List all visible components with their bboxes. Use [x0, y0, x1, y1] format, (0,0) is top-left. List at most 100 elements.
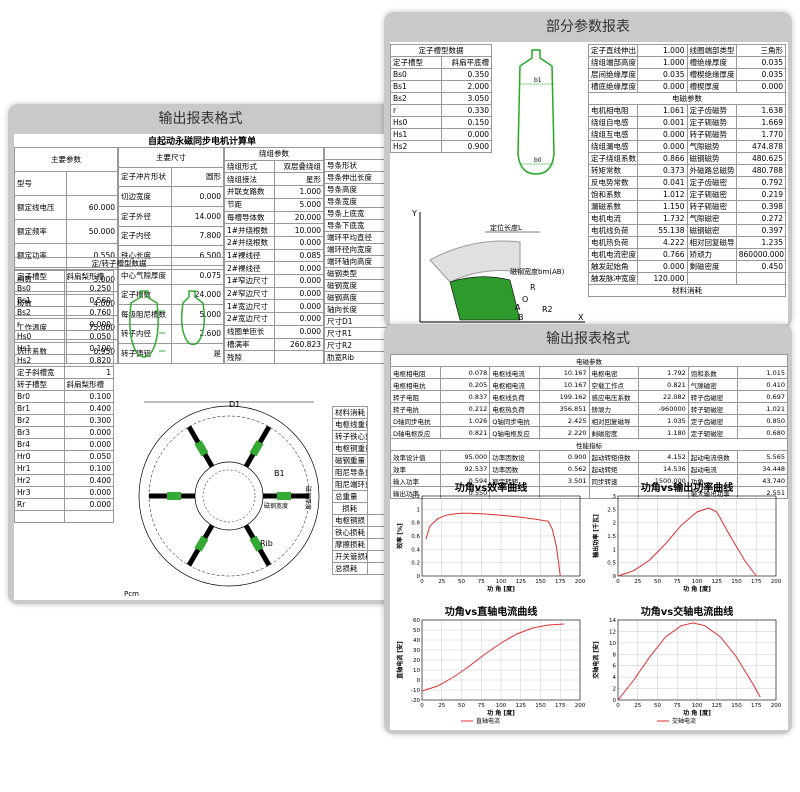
table-row: 绕组漏电感 0.000 气隙磁势 474.878	[587, 140, 787, 153]
blank-cell	[14, 510, 65, 523]
table-row: Hr3 0.000	[14, 486, 114, 499]
table-cell: 0.219	[735, 188, 787, 201]
table-cell: 2.220	[538, 426, 590, 439]
table-cell: Bs2	[390, 92, 442, 105]
table-cell: 效率设计值	[390, 450, 441, 463]
table-row: 2#裸线径 0.000	[224, 261, 324, 276]
table-row: Hr0 0.050	[14, 450, 114, 463]
table-cell: 槽底绝缘厚度	[587, 80, 639, 93]
table-row: Bs2 0.760	[14, 306, 114, 319]
table-cell: 0.250	[63, 282, 114, 295]
table-cell: 磁钢重量	[332, 454, 368, 467]
table-row: 摩擦损耗	[332, 538, 390, 551]
table-cell: 0.330	[440, 104, 492, 117]
table-cell: 1.061	[637, 104, 688, 117]
section-title: 主要参数	[14, 147, 118, 172]
chart-title: 功角vs输出功率曲线	[641, 481, 733, 494]
stator-arc	[429, 240, 521, 283]
table-cell: r	[14, 318, 65, 331]
table-cell: 0.035	[735, 68, 787, 81]
table-cell: 功率因数设	[489, 450, 540, 463]
r2-label: R2	[542, 305, 553, 314]
table-cell: 残隙	[224, 350, 275, 364]
table-row: 槽满率 260.823	[224, 337, 324, 352]
y-axis-label: 交轴电流 [安]	[592, 641, 600, 679]
x-tick-label: 75	[478, 703, 485, 709]
series-line	[425, 512, 561, 577]
y-tick-label: 30	[413, 648, 420, 654]
blank-cell	[63, 510, 114, 523]
table-row: 额定线电压 60.000	[14, 195, 118, 220]
table-row: 定子直线伸出 1.000 线圈端部类型 三角形	[587, 44, 787, 57]
table-cell: 0.000	[63, 426, 114, 439]
table-cell: 转子轭磁密	[687, 402, 739, 415]
table-row: 转矩常数 0.373 外磁路总磁势 480.788	[587, 164, 787, 177]
table-cell: 电机相电阻	[587, 104, 639, 117]
x-tick-label: 0	[616, 703, 620, 709]
table-row: 触发脉冲宽度 120.000	[587, 272, 787, 285]
x-tick-label: 50	[458, 703, 465, 709]
table-cell: 0.212	[439, 402, 491, 415]
materials-title: 材料消耗	[588, 284, 786, 297]
table-cell: 槽绝缘厚度	[686, 56, 737, 69]
table-cell: 0.050	[63, 450, 114, 463]
table-cell: 节距	[224, 197, 275, 212]
table-cell: 尺寸D1	[324, 315, 390, 328]
x-tick-label: 100	[692, 703, 703, 709]
section-title: 绕组参数	[224, 147, 324, 161]
panel-output-report-a: 输出报表格式 自起动永磁同步电机计算单 主要参数 型号 额定线电压 60.000 额定…	[8, 104, 393, 604]
table-cell: 端环径向宽度	[324, 243, 390, 256]
x-tick-label: 25	[438, 703, 445, 709]
table-cell: 0.050	[63, 330, 114, 343]
table-row: 电机线负荷 55.138 磁钢磁密 0.397	[587, 224, 787, 237]
table-cell: Br0	[14, 390, 65, 403]
table-cell: 磁钢磁势	[686, 152, 737, 165]
table-cell: 10.167	[538, 366, 590, 379]
chart-0: 功角vs效率曲线 0 0.2 0.4 0.6 0.8 1 1.2 0 25 50 75 100 125 15…	[396, 481, 586, 593]
table-row: 磁钢重量	[332, 454, 391, 467]
table-cell: 1.026	[439, 414, 491, 427]
sheet-a: 自起动永磁同步电机计算单 主要参数 型号 额定线电压 60.000 额定频率 50.00…	[14, 134, 390, 600]
plot-frame	[617, 619, 777, 701]
table-row: 触发起始角 0.000 剩磁密度 0.450	[587, 260, 787, 273]
table-row: Hr1 0.100	[14, 462, 114, 475]
table-row: 定子槽型 斜扇平底槽	[390, 56, 492, 69]
table-cell: 0.100	[63, 342, 114, 355]
table-cell: 0.272	[735, 212, 787, 225]
y-tick-label: 10	[609, 641, 616, 647]
stator-slot-table: 定子槽型 斜扇梨形槽 Bs0 0.250 Bs1 0.560 Bs2 0.760 r 0.000…	[14, 270, 114, 523]
sheet-b: 定子槽型数据 定子槽型 斜扇平底槽 Bs0 0.350 Bs1 2.000 Bs2 3.050…	[390, 42, 788, 324]
table-cell: 0.837	[439, 390, 491, 403]
table-cell: 饱和系数	[687, 366, 739, 379]
table-cell: Q轴电枢反应	[489, 426, 540, 439]
table-cell: Hr2	[14, 474, 65, 487]
table-cell: 槽满率	[224, 337, 275, 352]
table-cell: 定子内径	[118, 225, 172, 247]
x-tick-label: 0	[420, 579, 424, 585]
table-row: 磁钢宽度	[324, 279, 390, 292]
table-cell: Br3	[14, 426, 65, 439]
table-cell: 0.450	[735, 260, 787, 273]
y-tick-label: 0.8	[411, 521, 420, 527]
table-cell: 3.050	[440, 92, 492, 105]
table-cell: 0.900	[440, 140, 492, 153]
rotor-slot-shape	[180, 290, 206, 346]
table-cell: 端环平均直径	[324, 231, 390, 244]
table-row: 槽底绝缘厚度 0.000 槽楔厚度 0.000	[587, 80, 787, 93]
y-axis-label: 输出功率 [千瓦]	[592, 514, 600, 558]
x-tick-label: 0	[420, 703, 424, 709]
table-cell: 转矩常数	[587, 164, 639, 177]
table-cell: 绕组互电感	[587, 128, 639, 141]
inner-circle	[194, 461, 264, 531]
plot-frame	[421, 619, 581, 701]
rotor-count-value: 1	[63, 366, 114, 379]
plot-frame	[617, 495, 777, 577]
table-cell: 转子铸铝	[118, 343, 172, 364]
blank-cell	[324, 147, 390, 160]
x-tick-label: 175	[555, 579, 566, 585]
table-cell: 并联支路数	[224, 185, 275, 199]
table-cell: 0.085	[273, 248, 324, 263]
series-line	[421, 623, 565, 692]
table-cell: 0.350	[440, 68, 492, 81]
table-cell: Bs0	[14, 282, 65, 295]
